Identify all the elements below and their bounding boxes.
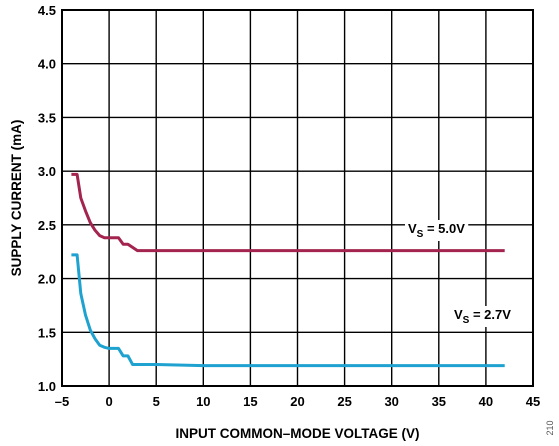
series-line-1 xyxy=(71,255,504,366)
x-tick-label: 10 xyxy=(196,394,210,409)
figure-id: 210 xyxy=(545,420,555,435)
y-tick-label: 2.5 xyxy=(38,218,56,233)
x-tick-label: 0 xyxy=(105,394,112,409)
y-tick-labels: 1.0 1.5 2.0 2.5 3.0 3.5 4.0 4.5 xyxy=(38,3,56,394)
grid xyxy=(62,10,533,386)
y-tick-label: 3.5 xyxy=(38,110,56,125)
y-tick-label: 3.0 xyxy=(38,164,56,179)
series-label-value: = 2.7V xyxy=(469,307,511,322)
y-tick-label: 4.5 xyxy=(38,3,56,18)
x-tick-label: –5 xyxy=(55,394,69,409)
series-label-vs-2-7v: VS = 2.7V xyxy=(451,306,514,327)
y-tick-label: 1.0 xyxy=(38,379,56,394)
x-tick-label: 5 xyxy=(153,394,160,409)
y-tick-label: 4.0 xyxy=(38,57,56,72)
x-tick-label: 20 xyxy=(290,394,304,409)
x-tick-label: 30 xyxy=(384,394,398,409)
series-label-vs-5v: VS = 5.0V xyxy=(405,220,468,241)
series-label-main: V xyxy=(454,307,463,322)
x-tick-label: 15 xyxy=(243,394,257,409)
series-label-main: V xyxy=(408,221,417,236)
x-tick-label: 45 xyxy=(526,394,540,409)
x-tick-label: 40 xyxy=(479,394,493,409)
x-tick-label: 35 xyxy=(432,394,446,409)
x-tick-labels: –5 0 5 10 15 20 25 30 35 40 45 xyxy=(55,394,540,409)
x-axis-title: INPUT COMMON–MODE VOLTAGE (V) xyxy=(176,426,420,441)
y-tick-label: 1.5 xyxy=(38,325,56,340)
x-tick-label: 25 xyxy=(337,394,351,409)
series-layer xyxy=(71,174,504,365)
y-tick-label: 2.0 xyxy=(38,272,56,287)
y-axis-title: SUPPLY CURRENT (mA) xyxy=(9,120,24,277)
series-label-value: = 5.0V xyxy=(423,221,465,236)
